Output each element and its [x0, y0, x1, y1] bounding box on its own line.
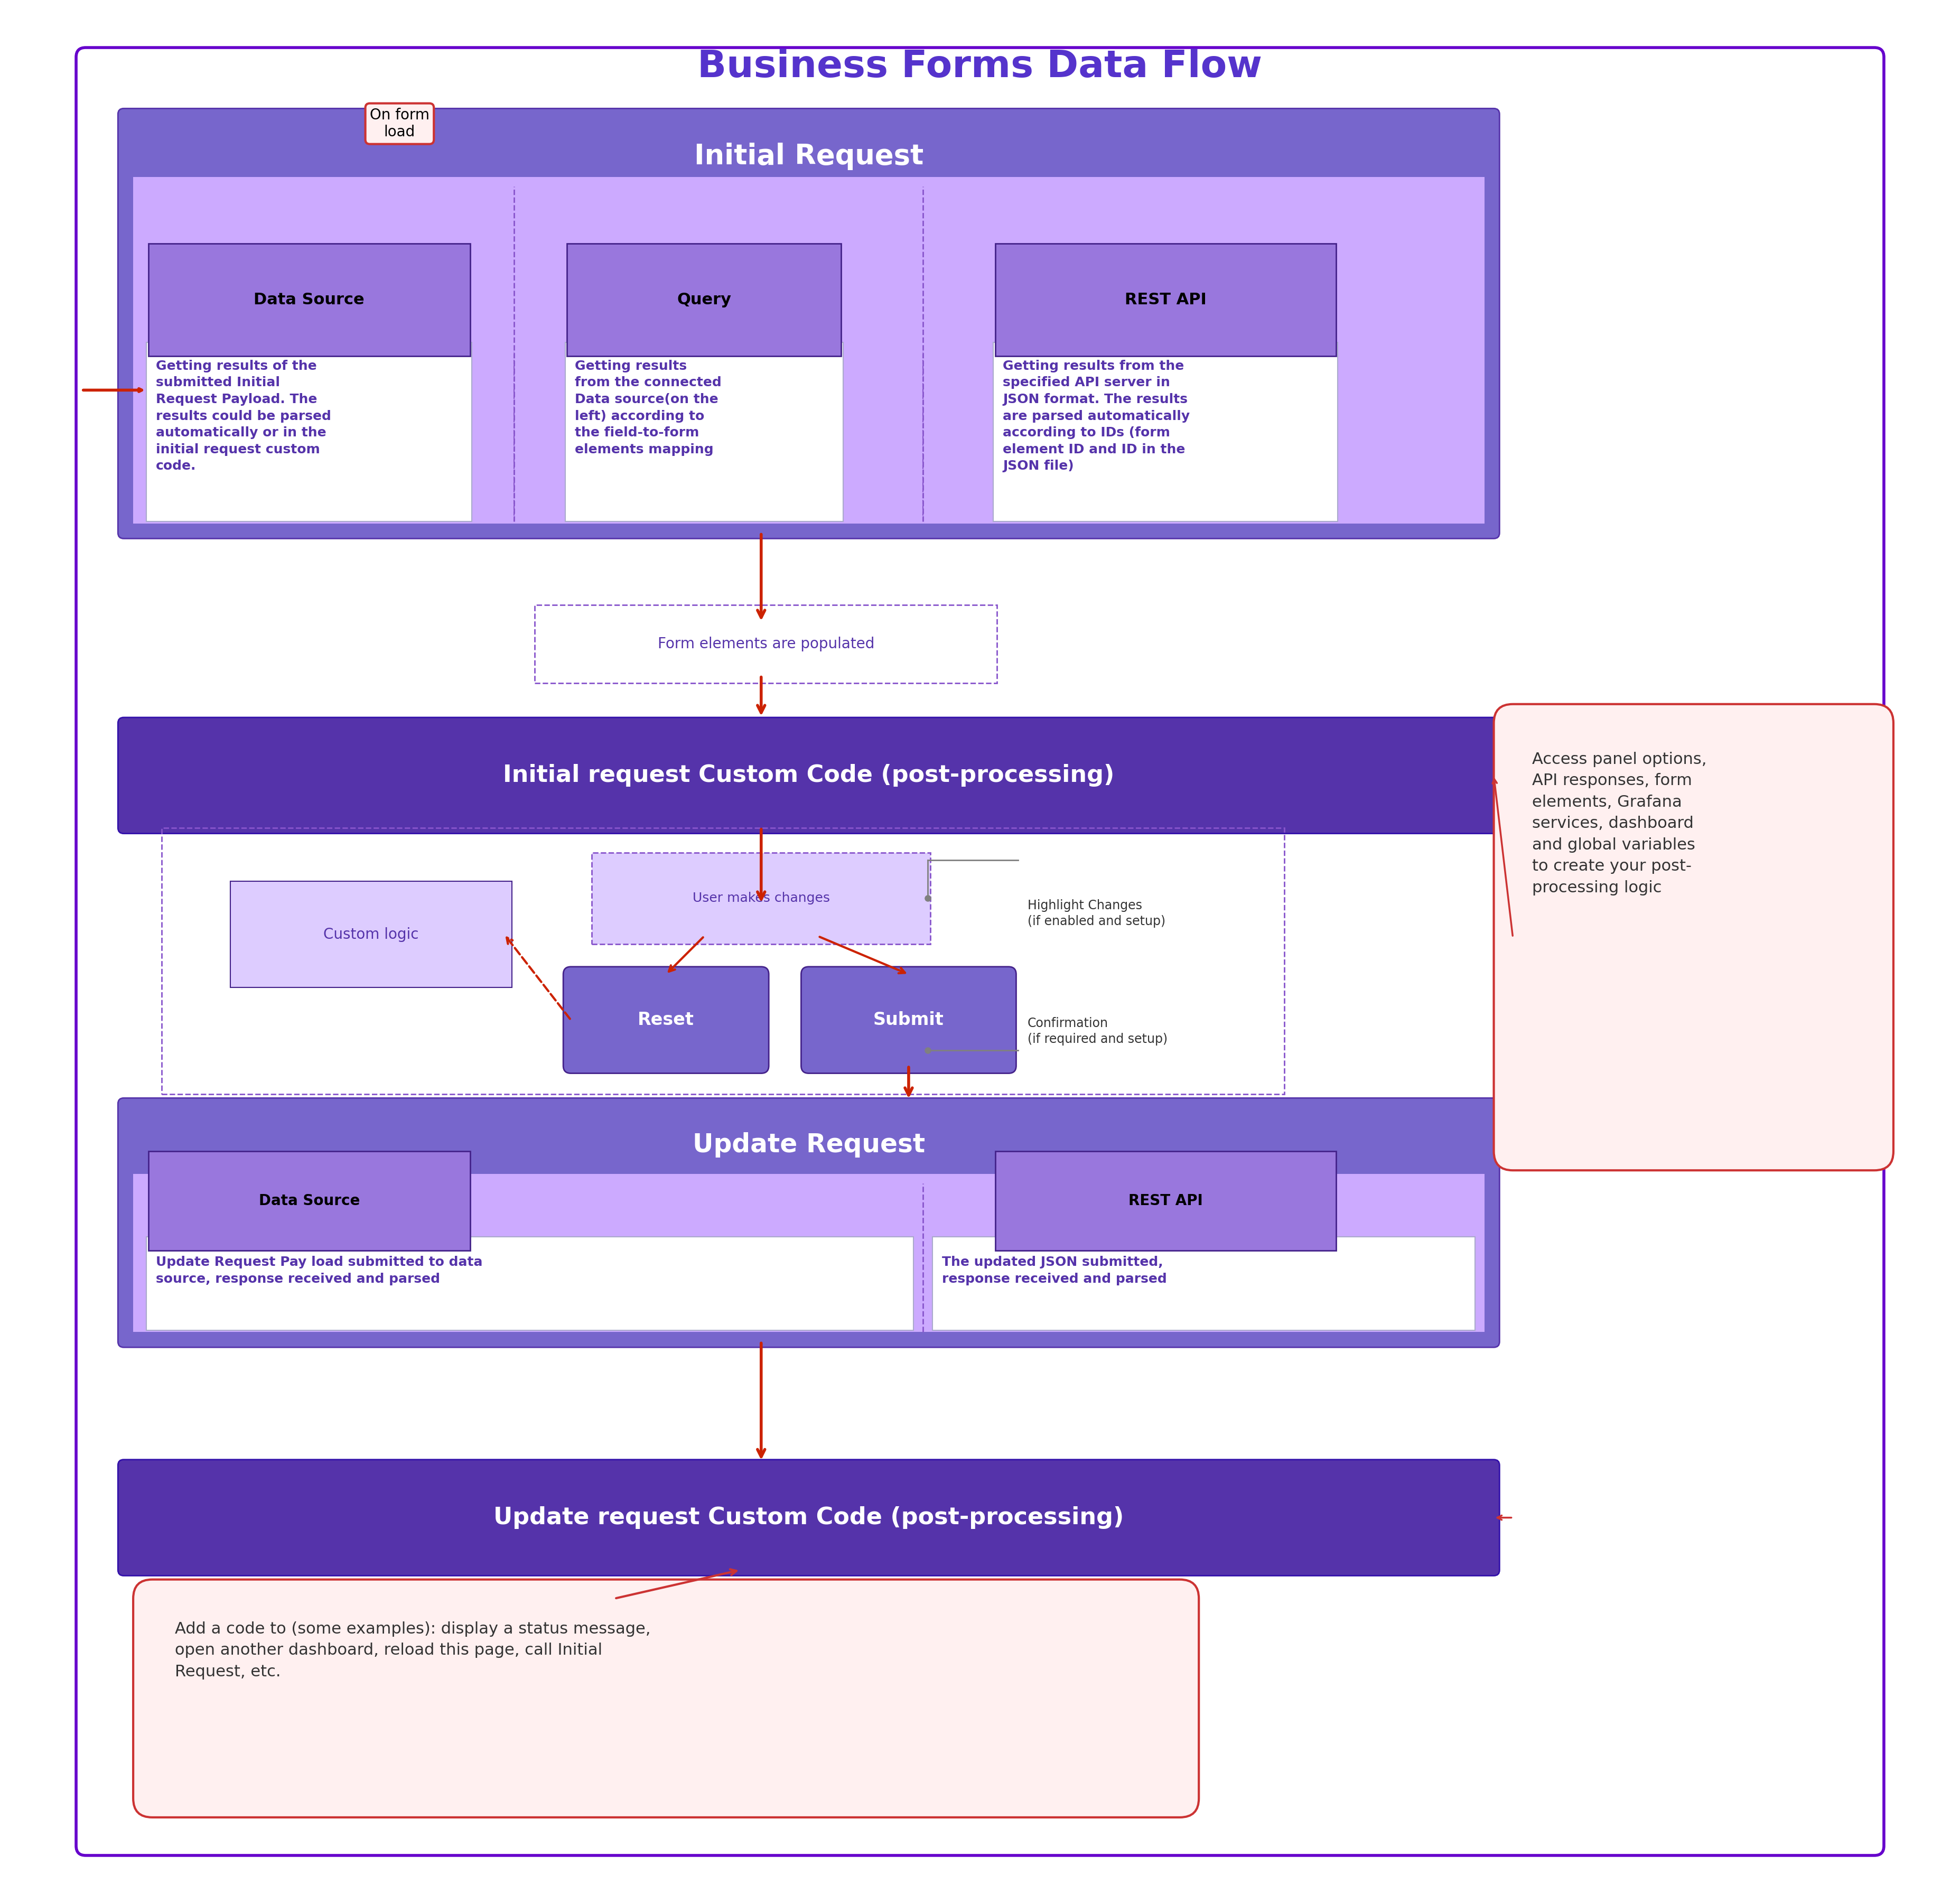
FancyBboxPatch shape: [996, 1151, 1337, 1250]
FancyBboxPatch shape: [118, 1460, 1499, 1576]
FancyBboxPatch shape: [566, 244, 841, 356]
Text: Getting results from the
specified API server in
JSON format. The results
are pa: Getting results from the specified API s…: [1004, 360, 1190, 472]
FancyBboxPatch shape: [147, 343, 472, 521]
FancyBboxPatch shape: [118, 717, 1499, 834]
Text: REST API: REST API: [1125, 291, 1207, 308]
Text: Data Source: Data Source: [259, 1193, 361, 1208]
Text: User makes changes: User makes changes: [692, 893, 829, 904]
Text: Data Source: Data Source: [255, 291, 365, 308]
Text: Reset: Reset: [637, 1010, 694, 1030]
Text: Update request Custom Code (post-processing): Update request Custom Code (post-process…: [494, 1507, 1123, 1528]
Text: Getting results
from the connected
Data source(on the
left) according to
the fie: Getting results from the connected Data …: [574, 360, 721, 457]
Text: The updated JSON submitted,
response received and parsed: The updated JSON submitted, response rec…: [943, 1256, 1166, 1285]
Text: Form elements are populated: Form elements are populated: [657, 638, 874, 651]
Text: Initial Request: Initial Request: [694, 143, 923, 169]
FancyBboxPatch shape: [802, 967, 1015, 1073]
Text: Initial request Custom Code (post-processing): Initial request Custom Code (post-proces…: [504, 765, 1115, 786]
Text: Submit: Submit: [874, 1010, 945, 1030]
FancyBboxPatch shape: [994, 343, 1339, 521]
FancyBboxPatch shape: [933, 1237, 1474, 1330]
Text: Update Request: Update Request: [692, 1132, 925, 1157]
Text: Getting results of the
submitted Initial
Request Payload. The
results could be p: Getting results of the submitted Initial…: [157, 360, 331, 472]
FancyBboxPatch shape: [133, 177, 1484, 523]
FancyBboxPatch shape: [118, 108, 1499, 539]
Text: Confirmation
(if required and setup): Confirmation (if required and setup): [1027, 1018, 1168, 1045]
Text: Business Forms Data Flow: Business Forms Data Flow: [698, 48, 1262, 86]
FancyBboxPatch shape: [149, 244, 470, 356]
Text: Query: Query: [676, 291, 731, 308]
FancyBboxPatch shape: [535, 605, 998, 683]
Text: Custom logic: Custom logic: [323, 927, 419, 942]
Text: Update Request Pay load submitted to data
source, response received and parsed: Update Request Pay load submitted to dat…: [157, 1256, 482, 1285]
Text: REST API: REST API: [1129, 1193, 1203, 1208]
FancyBboxPatch shape: [1494, 704, 1893, 1170]
FancyBboxPatch shape: [118, 1098, 1499, 1347]
FancyBboxPatch shape: [133, 1174, 1484, 1332]
FancyBboxPatch shape: [133, 1579, 1200, 1817]
FancyBboxPatch shape: [564, 343, 843, 521]
Text: Access panel options,
API responses, form
elements, Grafana
services, dashboard
: Access panel options, API responses, for…: [1533, 752, 1707, 896]
Polygon shape: [1503, 776, 1513, 915]
Text: On form
load: On form load: [370, 108, 429, 139]
FancyBboxPatch shape: [563, 967, 768, 1073]
Text: Add a code to (some examples): display a status message,
open another dashboard,: Add a code to (some examples): display a…: [174, 1621, 651, 1680]
FancyBboxPatch shape: [76, 48, 1884, 1855]
Text: Highlight Changes
(if enabled and setup): Highlight Changes (if enabled and setup): [1027, 900, 1166, 927]
FancyBboxPatch shape: [996, 244, 1337, 356]
FancyBboxPatch shape: [147, 1237, 913, 1330]
FancyBboxPatch shape: [229, 881, 512, 988]
FancyBboxPatch shape: [149, 1151, 470, 1250]
FancyBboxPatch shape: [592, 853, 931, 944]
